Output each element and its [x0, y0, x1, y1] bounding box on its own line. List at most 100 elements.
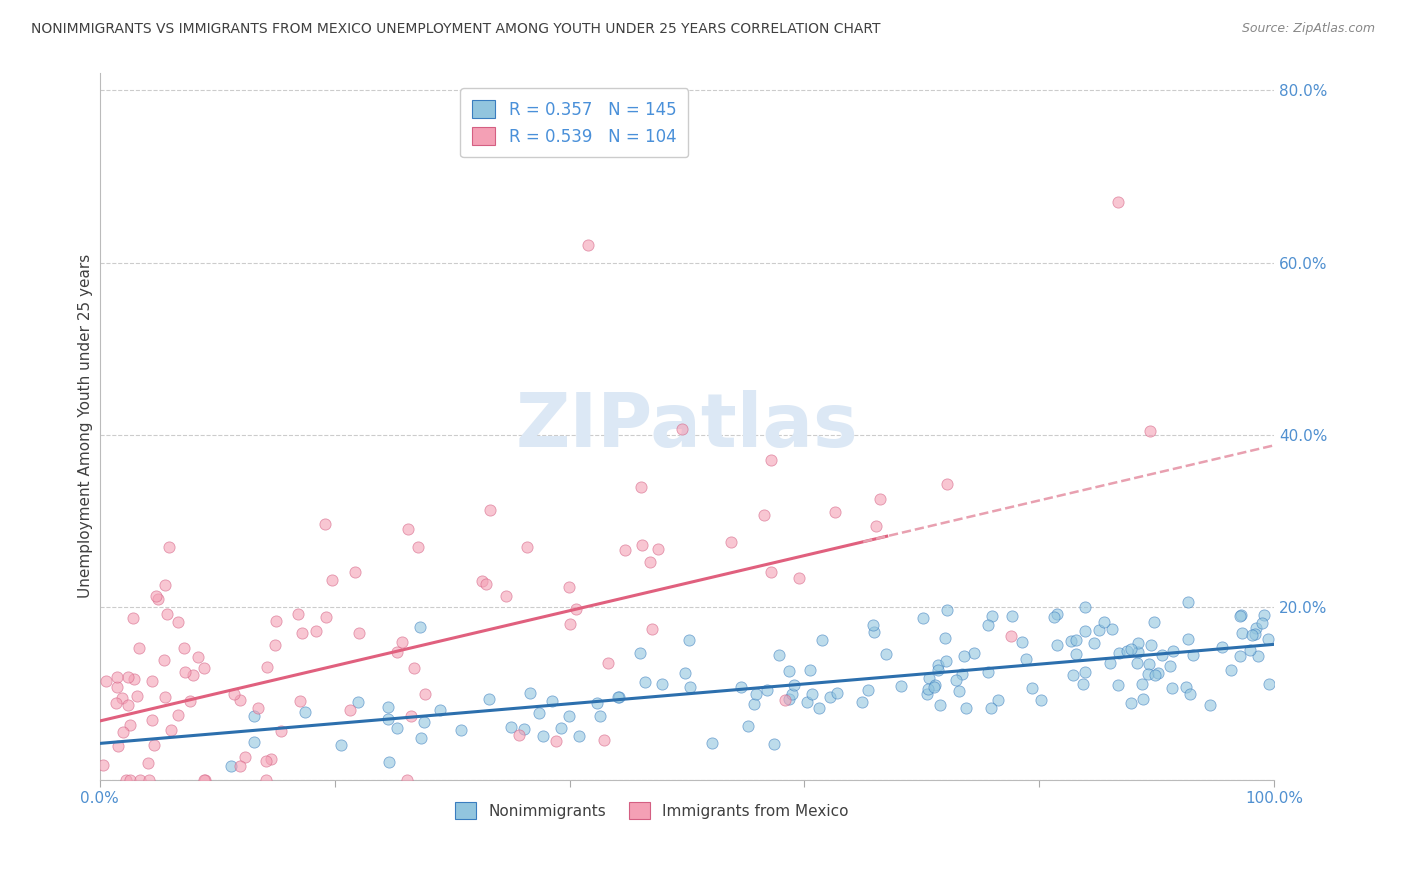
Point	[1247, 648, 1270, 663]
Point	[673, 665, 696, 680]
Point	[1083, 636, 1105, 650]
Point	[471, 574, 494, 588]
Point	[501, 720, 523, 734]
Point	[778, 664, 800, 678]
Point	[377, 713, 399, 727]
Point	[609, 690, 631, 704]
Point	[1144, 667, 1167, 681]
Point	[91, 758, 114, 772]
Point	[948, 684, 970, 698]
Point	[1174, 681, 1197, 695]
Point	[825, 686, 848, 700]
Point	[107, 680, 129, 694]
Point	[287, 607, 309, 622]
Point	[987, 693, 1010, 707]
Point	[1071, 676, 1094, 690]
Point	[1000, 629, 1022, 643]
Point	[1211, 640, 1233, 655]
Point	[409, 620, 432, 634]
Point	[117, 698, 139, 712]
Point	[977, 617, 1000, 632]
Point	[1107, 677, 1129, 691]
Point	[1140, 638, 1163, 652]
Point	[243, 709, 266, 723]
Point	[647, 541, 669, 556]
Point	[1229, 649, 1251, 664]
Point	[193, 661, 215, 675]
Point	[347, 626, 370, 640]
Point	[339, 703, 361, 717]
Y-axis label: Unemployment Among Youth under 25 years: Unemployment Among Youth under 25 years	[79, 254, 93, 599]
Point	[936, 603, 959, 617]
Point	[745, 687, 768, 701]
Point	[117, 669, 139, 683]
Point	[980, 701, 1002, 715]
Point	[700, 736, 723, 750]
Point	[865, 519, 887, 533]
Point	[167, 615, 190, 629]
Point	[1182, 648, 1205, 662]
Point	[229, 759, 252, 773]
Point	[529, 706, 551, 721]
Point	[111, 725, 134, 739]
Point	[391, 634, 413, 648]
Point	[1001, 609, 1024, 624]
Point	[1152, 648, 1174, 662]
Point	[962, 646, 984, 660]
Point	[270, 724, 292, 739]
Point	[194, 772, 217, 787]
Point	[1257, 632, 1279, 646]
Point	[576, 238, 599, 252]
Point	[385, 645, 408, 659]
Point	[314, 516, 336, 531]
Point	[1139, 424, 1161, 438]
Point	[129, 772, 152, 787]
Point	[1258, 677, 1281, 691]
Point	[254, 772, 277, 787]
Point	[544, 734, 567, 748]
Point	[409, 731, 432, 745]
Point	[343, 565, 366, 579]
Point	[945, 673, 967, 687]
Point	[789, 571, 811, 585]
Point	[1101, 622, 1123, 636]
Point	[875, 647, 897, 661]
Point	[242, 735, 264, 749]
Point	[851, 695, 873, 709]
Point	[128, 641, 150, 656]
Point	[917, 687, 939, 701]
Point	[167, 708, 190, 723]
Point	[1119, 696, 1142, 710]
Point	[264, 638, 287, 652]
Point	[478, 692, 501, 706]
Point	[181, 668, 204, 682]
Point	[1108, 646, 1130, 660]
Point	[413, 714, 436, 729]
Point	[1251, 615, 1274, 630]
Point	[174, 665, 197, 679]
Point	[638, 555, 661, 569]
Point	[869, 491, 891, 506]
Point	[720, 535, 742, 549]
Point	[105, 697, 128, 711]
Point	[763, 737, 786, 751]
Point	[759, 565, 782, 579]
Point	[142, 738, 165, 752]
Point	[935, 654, 957, 668]
Point	[136, 756, 159, 770]
Point	[558, 580, 581, 594]
Point	[1021, 681, 1043, 696]
Point	[755, 682, 778, 697]
Point	[156, 607, 179, 621]
Point	[980, 609, 1002, 624]
Point	[378, 755, 401, 769]
Point	[634, 674, 657, 689]
Point	[651, 677, 673, 691]
Point	[1064, 633, 1087, 648]
Point	[1128, 645, 1150, 659]
Point	[1229, 607, 1251, 622]
Point	[531, 729, 554, 743]
Point	[513, 723, 536, 737]
Point	[450, 723, 472, 738]
Text: Source: ZipAtlas.com: Source: ZipAtlas.com	[1241, 22, 1375, 36]
